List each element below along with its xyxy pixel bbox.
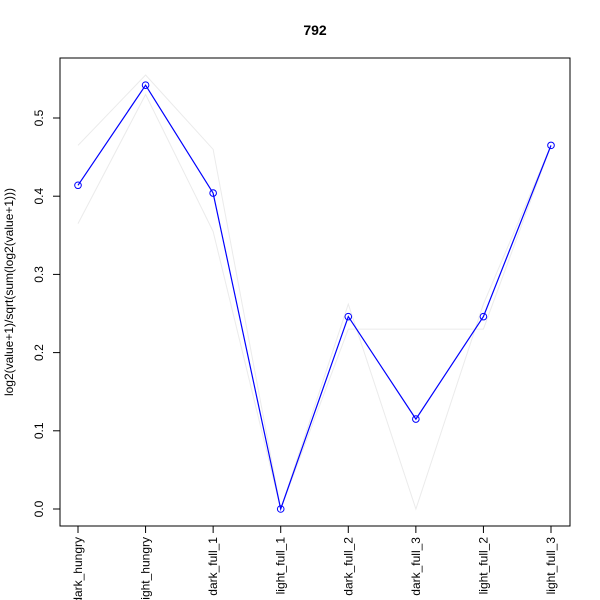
main-series-group [74,81,555,513]
y-axis-label: log2(value+1)/sqrt(sum(log2(value+1))) [2,188,16,396]
y-tick-label: 0.1 [32,422,46,439]
y-axis: 0.0 0.1 0.2 0.3 0.4 0.5 [32,109,61,517]
x-tick-label: dark_hungry [71,537,85,600]
y-tick-label: 0.5 [32,109,46,126]
background-series-line [77,93,552,511]
data-point [141,81,150,89]
y-tick-label: 0.4 [32,188,46,205]
data-point [479,312,488,321]
data-point [276,505,285,513]
chart-title: 792 [303,22,327,38]
data-point [547,141,555,150]
x-tick-label: light_full_2 [476,537,490,595]
main-series-line [77,84,552,512]
x-tick-label: dark_full_2 [341,537,355,596]
x-tick-label: light_full_3 [544,537,558,595]
x-tick-label: dark_full_3 [409,537,423,596]
background-series-group [77,74,552,511]
data-point [344,312,353,321]
data-point [412,415,420,423]
x-axis: dark_hungry light_hungry dark_full_1 light_… [71,525,558,600]
x-tick-label: light_full_1 [274,537,288,595]
x-tick-label: light_hungry [139,537,153,600]
x-tick-label: dark_full_1 [206,537,220,596]
y-tick-label: 0.3 [32,266,46,283]
data-point [74,181,82,190]
y-tick-label: 0.0 [32,500,46,517]
data-point [209,189,217,197]
background-series-line [77,74,552,511]
y-tick-label: 0.2 [32,344,46,361]
